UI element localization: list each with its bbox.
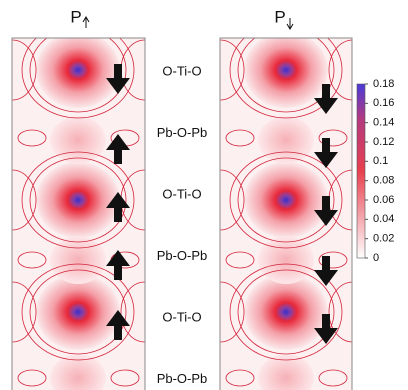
colorbar-tick-label: 0.16 <box>373 97 394 109</box>
layer-label: O-Ti-O <box>162 309 201 324</box>
layer-label: Pb-O-Pb <box>157 125 208 140</box>
panel-title: P <box>274 7 285 26</box>
subscript-arrow <box>82 16 90 28</box>
layer-label: O-Ti-O <box>162 186 201 201</box>
panel-title: P <box>70 7 81 26</box>
colorbar <box>356 83 366 259</box>
layer-label: Pb-O-Pb <box>157 371 208 386</box>
layer-label: Pb-O-Pb <box>157 248 208 263</box>
frame <box>219 37 353 390</box>
map-left <box>12 38 145 390</box>
colorbar-tick-label: 0.1 <box>373 155 388 167</box>
colorbar-tick-label: 0.06 <box>373 194 394 206</box>
map-right <box>220 38 352 390</box>
frame <box>11 37 146 390</box>
colorbar-tick-label: 0.12 <box>373 136 394 148</box>
colorbar-tick-label: 0.02 <box>373 233 394 245</box>
colorbar-tick-label: 0 <box>373 252 379 264</box>
subscript-arrow <box>286 18 294 30</box>
layer-label: O-Ti-O <box>162 63 201 78</box>
colorbar-tick-label: 0.18 <box>373 78 394 90</box>
colorbar-tick-label: 0.08 <box>373 175 394 187</box>
colorbar-tick-label: 0.04 <box>373 213 394 225</box>
colorbar-tick-label: 0.14 <box>373 117 394 129</box>
